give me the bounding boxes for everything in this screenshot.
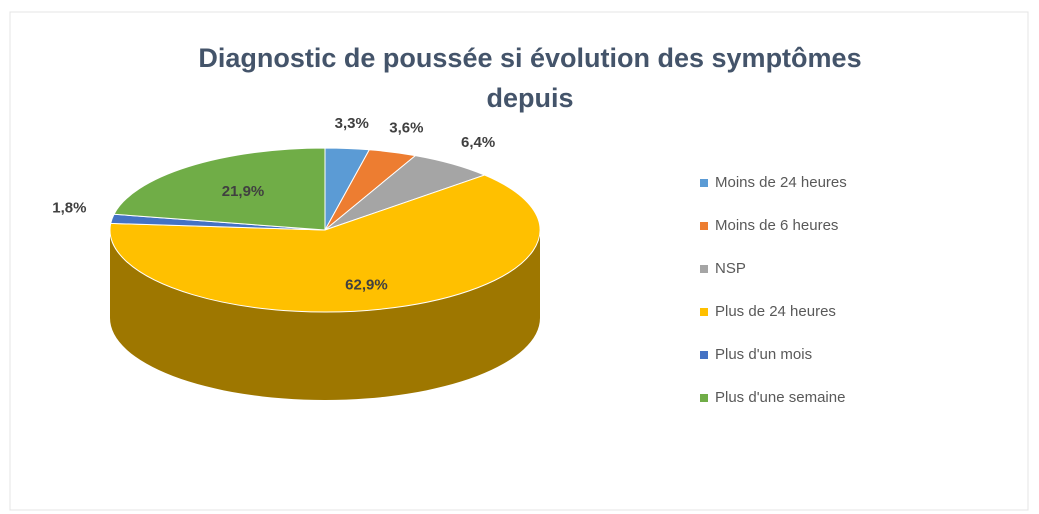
chart-title: Diagnostic de poussée si évolution des s… — [198, 43, 861, 113]
data-label: 3,3% — [335, 115, 369, 132]
data-label: 21,9% — [222, 183, 265, 200]
legend-label: Plus de 24 heures — [715, 303, 836, 320]
legend-label: Plus d'une semaine — [715, 389, 845, 406]
pie-side — [110, 230, 540, 400]
legend-label: Moins de 6 heures — [715, 217, 838, 234]
legend-label: Plus d'un mois — [715, 346, 812, 363]
legend-swatch — [700, 308, 708, 316]
legend-label: NSP — [715, 260, 746, 277]
data-label: 3,6% — [389, 120, 423, 137]
pie-slice — [113, 147, 326, 231]
legend-swatch — [700, 222, 708, 230]
pie-slice — [109, 174, 541, 313]
legend-swatch — [700, 265, 708, 273]
data-label: 6,4% — [461, 134, 495, 151]
data-label: 62,9% — [345, 276, 388, 293]
legend-label: Moins de 24 heures — [715, 174, 847, 191]
legend-swatch — [700, 179, 708, 187]
legend-swatch — [700, 394, 708, 402]
data-label: 1,8% — [52, 200, 86, 217]
legend-swatch — [700, 351, 708, 359]
